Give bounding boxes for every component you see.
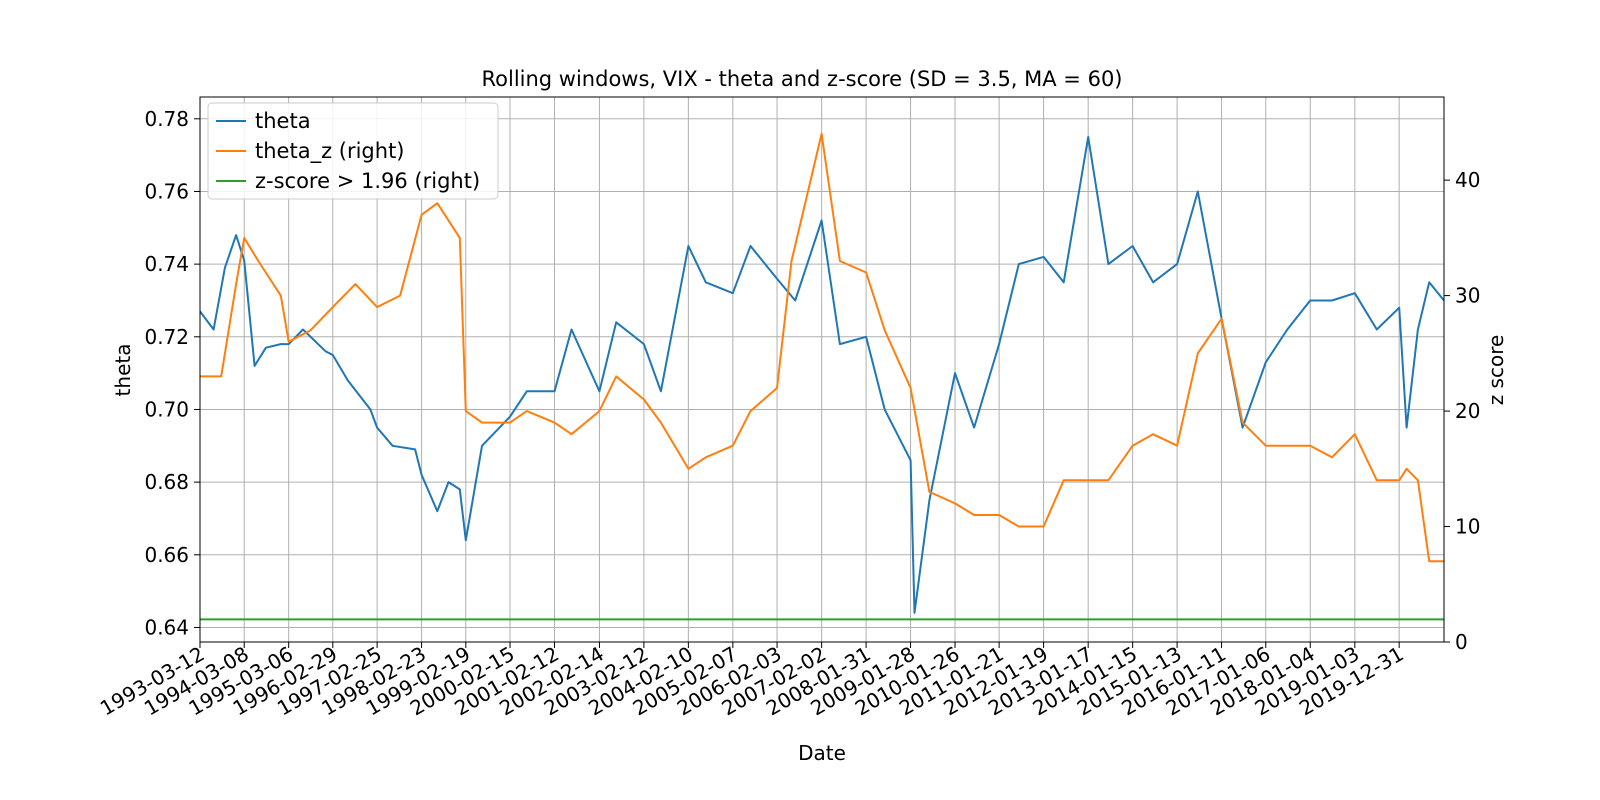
y2-axis-label: z score (1484, 335, 1508, 406)
y-tick-label: 0.64 (144, 615, 189, 639)
y-axis-left: 0.64 0.66 0.68 0.70 0.72 0.74 0.76 0.78 (144, 107, 200, 639)
y-tick-label: 0.72 (144, 325, 189, 349)
x-axis-label: Date (798, 741, 846, 765)
legend-label-theta-z: theta_z (right) (255, 139, 405, 164)
legend-label-theta: theta (255, 109, 311, 133)
legend-box (207, 102, 499, 200)
y-tick-label: 0.70 (144, 397, 189, 421)
legend: theta theta_z (right) z-score > 1.96 (ri… (207, 102, 499, 200)
y-tick-label: 0.76 (144, 179, 189, 203)
y-axis-label: theta (111, 344, 135, 397)
y2-tick-label: 10 (1455, 515, 1480, 539)
legend-label-z-threshold: z-score > 1.96 (right) (255, 169, 480, 193)
y-tick-label: 0.78 (144, 107, 189, 131)
y-tick-label: 0.74 (144, 252, 189, 276)
y-axis-right: 0 10 20 30 40 (1444, 168, 1480, 654)
y2-tick-label: 20 (1455, 399, 1480, 423)
y-tick-label: 0.66 (144, 543, 189, 567)
y2-tick-label: 40 (1455, 168, 1480, 192)
x-axis: 1993-03-121994-03-081995-03-061996-02-29… (96, 642, 1408, 721)
y2-tick-label: 30 (1455, 284, 1480, 308)
series-line-theta-z (200, 132, 1444, 563)
chart-title: Rolling windows, VIX - theta and z-score… (481, 67, 1122, 91)
y-tick-label: 0.68 (144, 470, 189, 494)
y2-tick-label: 0 (1455, 630, 1468, 654)
series-layer (199, 132, 1445, 621)
